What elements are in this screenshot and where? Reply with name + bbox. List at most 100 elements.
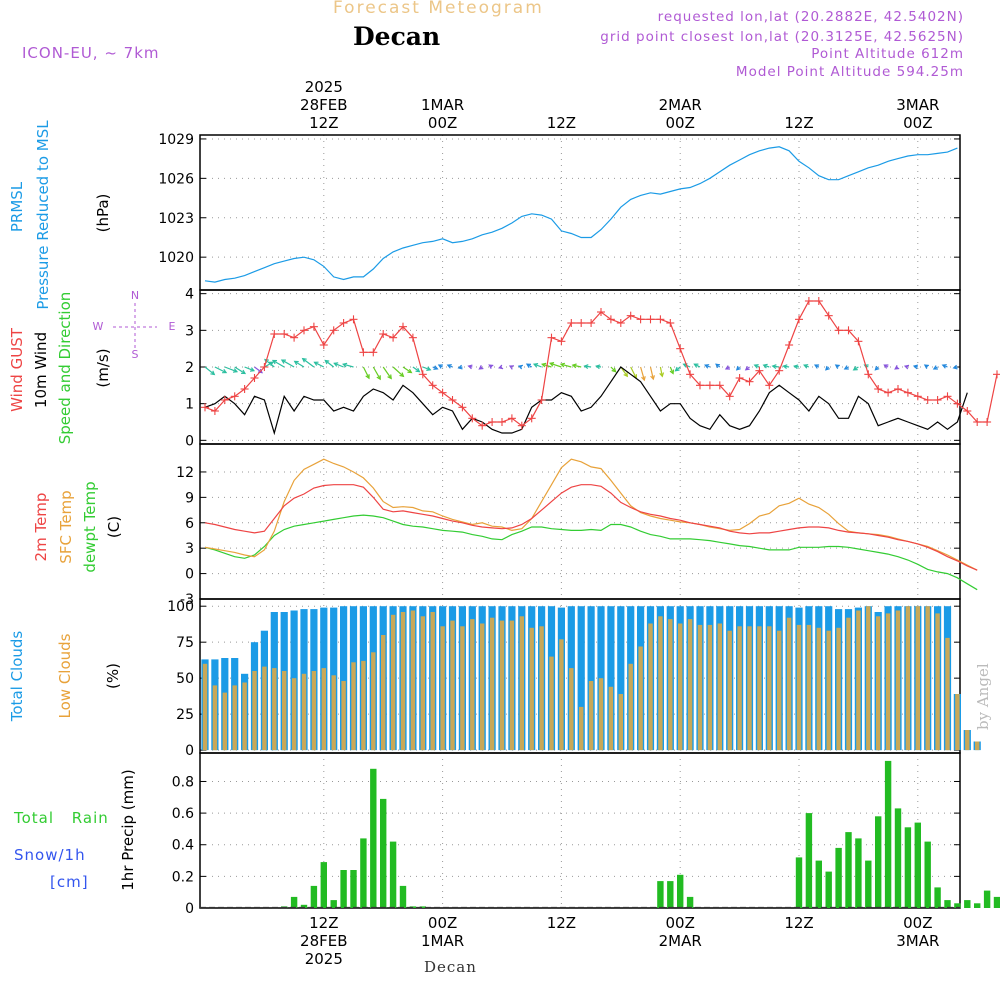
- low-cloud-bar: [885, 613, 891, 751]
- y-tick-label: 0.4: [172, 838, 194, 854]
- time-label-top: 00Z: [903, 114, 932, 132]
- wind-direction-arrow: [771, 364, 780, 369]
- wind-gust-point: [705, 381, 714, 390]
- low-cloud-bar: [569, 668, 574, 751]
- panel-prmsl: 1020 1023 1026 1029: [158, 132, 961, 291]
- low-cloud-bar: [876, 616, 881, 751]
- pressure-series: [204, 146, 958, 283]
- low-cloud-bar: [282, 671, 287, 751]
- wind-direction-arrow: [825, 365, 830, 371]
- precip-bar: [805, 813, 813, 908]
- temp-2m-label: 2m Temp: [32, 493, 50, 562]
- wind-direction-arrow: [583, 364, 592, 369]
- precip-bar: [389, 841, 397, 908]
- wind-direction-arrow: [852, 365, 859, 371]
- precip-bar: [974, 903, 981, 908]
- wind-direction-arrow: [941, 364, 948, 369]
- panel-frame: [199, 134, 961, 291]
- wind-speed-direction-label: Speed and Direction: [56, 292, 74, 445]
- wind-direction-arrow: [301, 357, 315, 368]
- wind-direction-arrow: [549, 362, 562, 368]
- low-cloud-bar: [638, 646, 643, 751]
- low-cloud-bar: [866, 606, 871, 751]
- wind-gust-point: [795, 315, 803, 324]
- wind-direction-arrow: [467, 364, 473, 370]
- wind-direction-arrow: [724, 365, 731, 370]
- y-tick-label: 1023: [158, 211, 194, 227]
- temp-unit-label: (C): [105, 516, 123, 538]
- y-tick-label: 2: [185, 360, 194, 376]
- wind-gust-point: [359, 348, 368, 357]
- wind-gust-point: [834, 326, 843, 335]
- wind-gust-point: [418, 370, 427, 379]
- low-cloud-bar: [975, 741, 980, 751]
- wind-gust-point: [309, 322, 318, 331]
- low-cloud-bar: [400, 612, 406, 751]
- precip-bar: [904, 827, 912, 908]
- low-cloud-bar: [767, 626, 772, 751]
- low-cloud-bar: [450, 620, 455, 751]
- wind-gust-point: [557, 337, 566, 346]
- wind-direction-arrow: [912, 364, 919, 370]
- y-tick-label: 6: [185, 516, 194, 532]
- wind-gust-point: [676, 344, 685, 353]
- precip-bar: [894, 808, 902, 908]
- clouds-unit-label: (%): [104, 663, 122, 689]
- precip-bar: [290, 896, 298, 908]
- low-cloud-bar: [440, 626, 445, 751]
- wind-gust-point: [577, 319, 586, 327]
- low-cloud-bar: [579, 706, 584, 751]
- y-tick-label: 50: [176, 671, 194, 687]
- wind-direction-arrow: [952, 364, 958, 370]
- wind-gust-point: [745, 377, 754, 386]
- low-cloud-bar: [341, 681, 346, 751]
- y-tick-label: 25: [176, 707, 194, 723]
- point-altitude: Point Altitude 612m: [811, 46, 964, 62]
- precip-bar: [380, 798, 387, 908]
- low-cloud-bar: [955, 694, 960, 751]
- wind-gust-point: [874, 385, 883, 393]
- wind-gust-point: [943, 392, 952, 401]
- low-cloud-bar: [272, 668, 277, 751]
- wind-direction-arrow: [674, 366, 681, 372]
- wind-gust-point: [903, 388, 912, 397]
- time-label-top: 28FEB: [300, 96, 347, 114]
- precip-bar: [667, 881, 674, 908]
- wind-direction-arrow: [744, 365, 750, 371]
- wind-direction-arrow: [874, 365, 880, 371]
- wind-gust-point: [844, 326, 853, 335]
- precip-bar: [924, 841, 931, 908]
- wind-gust-point: [804, 297, 813, 305]
- wind-gust-point: [428, 381, 437, 390]
- low-cloud-bar: [806, 624, 812, 751]
- wind-gust-point: [379, 330, 388, 338]
- wind-gust-point: [765, 381, 774, 390]
- wind-gust-point: [290, 333, 299, 342]
- precip-bar: [944, 900, 951, 908]
- wind-direction-arrow: [834, 364, 840, 369]
- low-cloud-bar: [202, 663, 208, 751]
- wind-direction-arrow: [498, 364, 504, 370]
- wind-direction-arrow: [488, 364, 494, 369]
- low-cloud-bar: [430, 612, 435, 751]
- temp-2m-series: [204, 484, 978, 571]
- wind-gust-point: [488, 418, 497, 426]
- low-cloud-bar: [648, 623, 653, 751]
- chart-title: Forecast Meteogram: [333, 0, 544, 18]
- low-cloud-bar: [826, 630, 831, 751]
- precip-bar: [677, 874, 684, 908]
- low-cloud-bar: [747, 626, 752, 751]
- compass-e: E: [169, 320, 176, 333]
- low-cloud-bar: [262, 666, 267, 751]
- wind-gust-line: [204, 300, 998, 427]
- low-cloud-bar: [390, 614, 396, 751]
- low-cloud-bar: [371, 652, 376, 751]
- precip-bar: [884, 760, 892, 908]
- low-cloud-bar: [945, 637, 950, 751]
- wind-gust-point: [300, 326, 308, 335]
- wind-direction-arrow: [525, 363, 533, 369]
- wind-gust-point: [280, 330, 289, 338]
- wind-direction-arrow: [782, 364, 790, 369]
- wind-gust-point: [408, 333, 417, 342]
